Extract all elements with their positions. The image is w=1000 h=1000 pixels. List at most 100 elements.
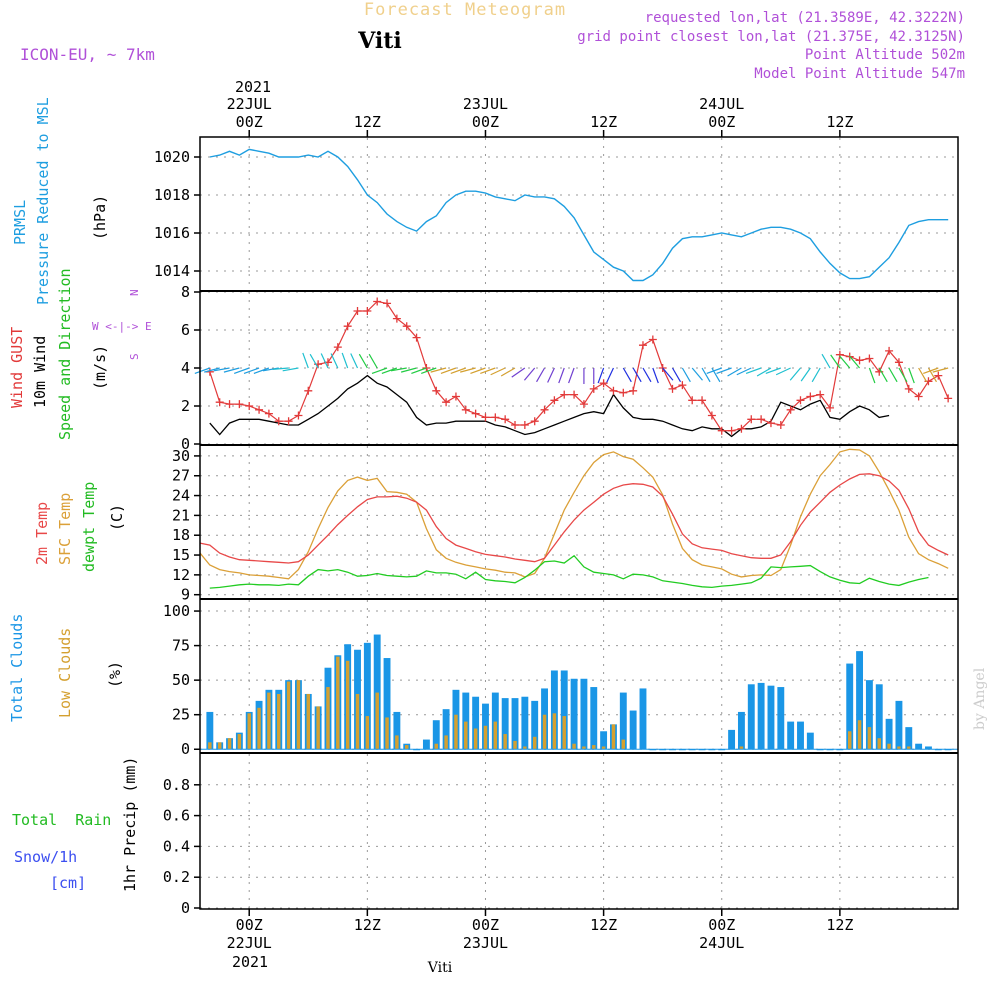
wind-arrow (923, 367, 939, 375)
y-tick-label: 18 (172, 526, 190, 544)
station-title: Viti (357, 28, 402, 54)
wind-arrow (691, 367, 703, 381)
low-cloud-bar (247, 713, 251, 750)
wind-arrow (878, 367, 888, 383)
wind-arrow (775, 367, 791, 376)
low-cloud-bar (887, 743, 891, 750)
wind-arrow (632, 367, 642, 383)
y-tick-label: 1018 (154, 186, 190, 204)
panel-wind: 0 2 4 6 8 Wind GUST 10m Wind Speed and Direc… (8, 268, 958, 453)
cloud-bars (200, 634, 958, 751)
plot-frame (199, 136, 959, 910)
bottom-year: 2021 (232, 953, 268, 971)
wind-arrow (213, 367, 230, 372)
pressure-unit: (hPa) (91, 195, 109, 240)
y-tick-label: 12 (172, 566, 190, 584)
wind-arrow (330, 353, 339, 369)
wind-arrow (411, 367, 427, 375)
wind-arrow (223, 367, 240, 373)
x-date-label-top: 22JUL (227, 95, 272, 113)
wind-arrow (272, 367, 289, 370)
low-cloud-bar (326, 687, 330, 750)
wind-arrow (888, 367, 898, 383)
gust-marker (816, 390, 825, 399)
low-cloud-bar (542, 714, 547, 750)
total-cloud-bar (629, 710, 637, 750)
wind-arrow (390, 367, 407, 372)
total-cloud-bar (619, 692, 627, 750)
wind-y-ticks: 0 2 4 6 8 (181, 283, 200, 453)
total-cloud-bar (373, 634, 381, 750)
bottom-hour-labels: 00Z 12Z 00Z 12Z 00Z 12Z (236, 909, 853, 934)
compass-south: S (128, 353, 141, 360)
total-cloud-bar (501, 698, 509, 750)
speed-dir-label: Speed and Direction (56, 268, 74, 440)
t2m-label: 2m Temp (33, 502, 51, 565)
wind-arrow (233, 367, 250, 375)
gust-marker (471, 409, 480, 418)
low-cloud-bar (503, 734, 507, 750)
wind-arrow (243, 367, 260, 375)
gust-marker (737, 424, 746, 433)
dew-label: dewpt Temp (80, 482, 98, 572)
gust-label: Wind GUST (8, 327, 26, 408)
wind-arrow (320, 353, 329, 369)
low-cloud-bar (857, 720, 862, 750)
low-cloud-bar (336, 656, 340, 750)
wind-arrow (622, 367, 632, 383)
low-cloud-bar (444, 735, 448, 750)
top-year: 2021 (235, 78, 271, 96)
gust-marker (855, 356, 864, 365)
y-tick-label: 50 (172, 671, 190, 689)
wind-arrow (848, 355, 861, 369)
point-altitude: Point Altitude 502m (805, 47, 965, 63)
total-cloud-bar (865, 680, 873, 750)
low-cloud-bar (473, 728, 478, 750)
total-cloud-bar (757, 682, 765, 750)
product-title: Forecast Meteogram (364, 0, 566, 20)
wind-arrow (430, 367, 447, 373)
total-cloud-bar (560, 670, 568, 750)
total-clouds-label: Total Clouds (8, 614, 26, 722)
wind-grid (200, 291, 958, 445)
low-cloud-bar (897, 746, 901, 750)
wind-gust-markers (205, 297, 953, 435)
y-tick-label: 1016 (154, 224, 190, 242)
wind-unit: (m/s) (91, 345, 109, 390)
gust-marker (481, 413, 490, 422)
temp-unit: (C) (108, 504, 126, 531)
y-tick-label: 0.4 (163, 837, 190, 855)
gust-marker (432, 386, 441, 395)
gust-marker (707, 411, 716, 420)
gust-marker (914, 392, 923, 401)
sfc-label: SFC Temp (56, 493, 74, 565)
y-tick-label: 27 (172, 467, 190, 485)
total-cloud-bar (422, 739, 430, 750)
total-cloud-bar (777, 687, 785, 750)
gust-marker (402, 322, 411, 331)
gust-marker (826, 403, 835, 412)
gust-marker (353, 307, 362, 315)
x-tick-label-bottom: 00Z (708, 916, 735, 934)
x-tick-label-top: 12Z (826, 113, 853, 131)
sfc-temp-line (199, 448, 949, 580)
y-tick-label: 25 (172, 706, 190, 724)
wind-arrow (381, 367, 398, 375)
gust-marker (944, 394, 953, 403)
wind-arrow (282, 367, 299, 372)
low-cloud-bar (601, 746, 606, 750)
wind-arrow (460, 367, 476, 373)
x-tick-label-bottom: 12Z (354, 916, 381, 934)
wind-arrow (400, 367, 417, 373)
total-cloud-bar (393, 711, 401, 750)
gust-marker (609, 386, 618, 395)
snow-unit: [cm] (50, 874, 86, 892)
wind-arrow (606, 367, 614, 383)
x-date-label-bottom: 22JUL (227, 934, 272, 952)
low-cloud-bar (208, 742, 212, 750)
x-tick-label-top: 00Z (708, 113, 735, 131)
wind-arrow (421, 367, 437, 375)
low-cloud-bar (345, 660, 350, 750)
x-tick-label-top: 00Z (472, 113, 499, 131)
